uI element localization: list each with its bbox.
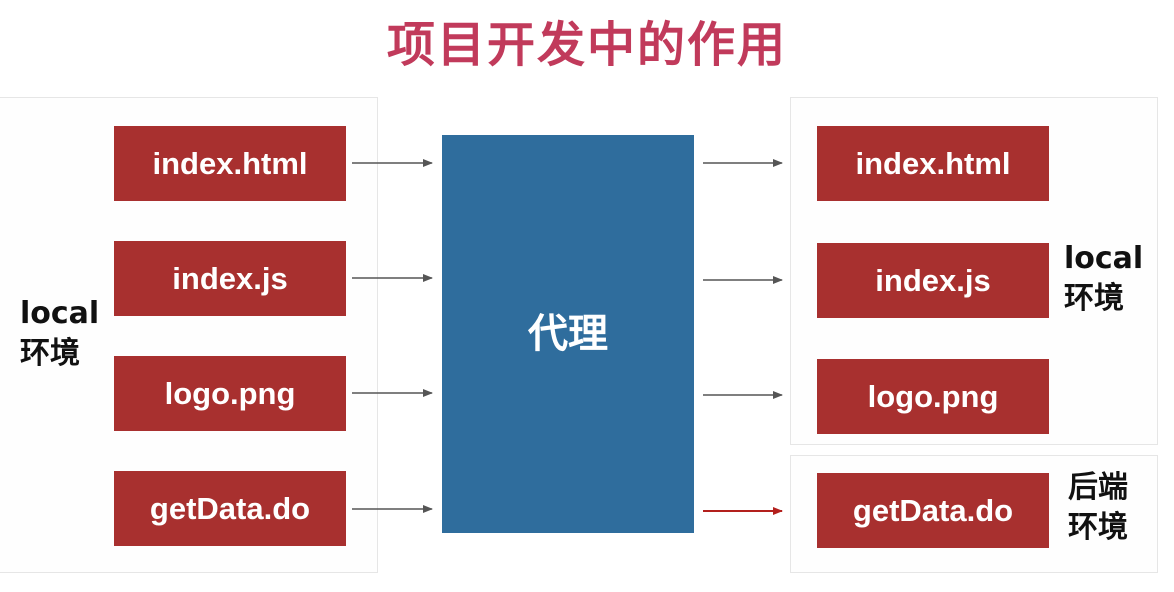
left-box-getdata-do: getData.do: [114, 471, 346, 546]
right-backend-env-line1: 后端: [1068, 470, 1128, 505]
proxy-label: 代理: [528, 311, 608, 357]
right-box-index-js: index.js: [817, 243, 1049, 318]
proxy-box: 代理: [442, 135, 694, 533]
left-box-logo-png: logo.png: [114, 356, 346, 431]
right-local-env-line2: 环境: [1064, 281, 1124, 316]
right-backend-env-line2: 环境: [1068, 510, 1128, 545]
left-env-line2: 环境: [20, 336, 80, 371]
right-local-env-label: local 环境: [1064, 239, 1164, 319]
right-box-logo-png: logo.png: [817, 359, 1049, 434]
left-env-line1: local: [20, 296, 100, 331]
left-box-index-js: index.js: [114, 241, 346, 316]
left-box-index-html: index.html: [114, 126, 346, 201]
right-local-env-line1: local: [1064, 241, 1144, 276]
left-env-label: local 环境: [20, 294, 110, 374]
right-box-index-html: index.html: [817, 126, 1049, 201]
right-backend-env-label: 后端 环境: [1068, 468, 1158, 548]
page-title: 项目开发中的作用: [386, 17, 787, 73]
right-box-getdata-do: getData.do: [817, 473, 1049, 548]
